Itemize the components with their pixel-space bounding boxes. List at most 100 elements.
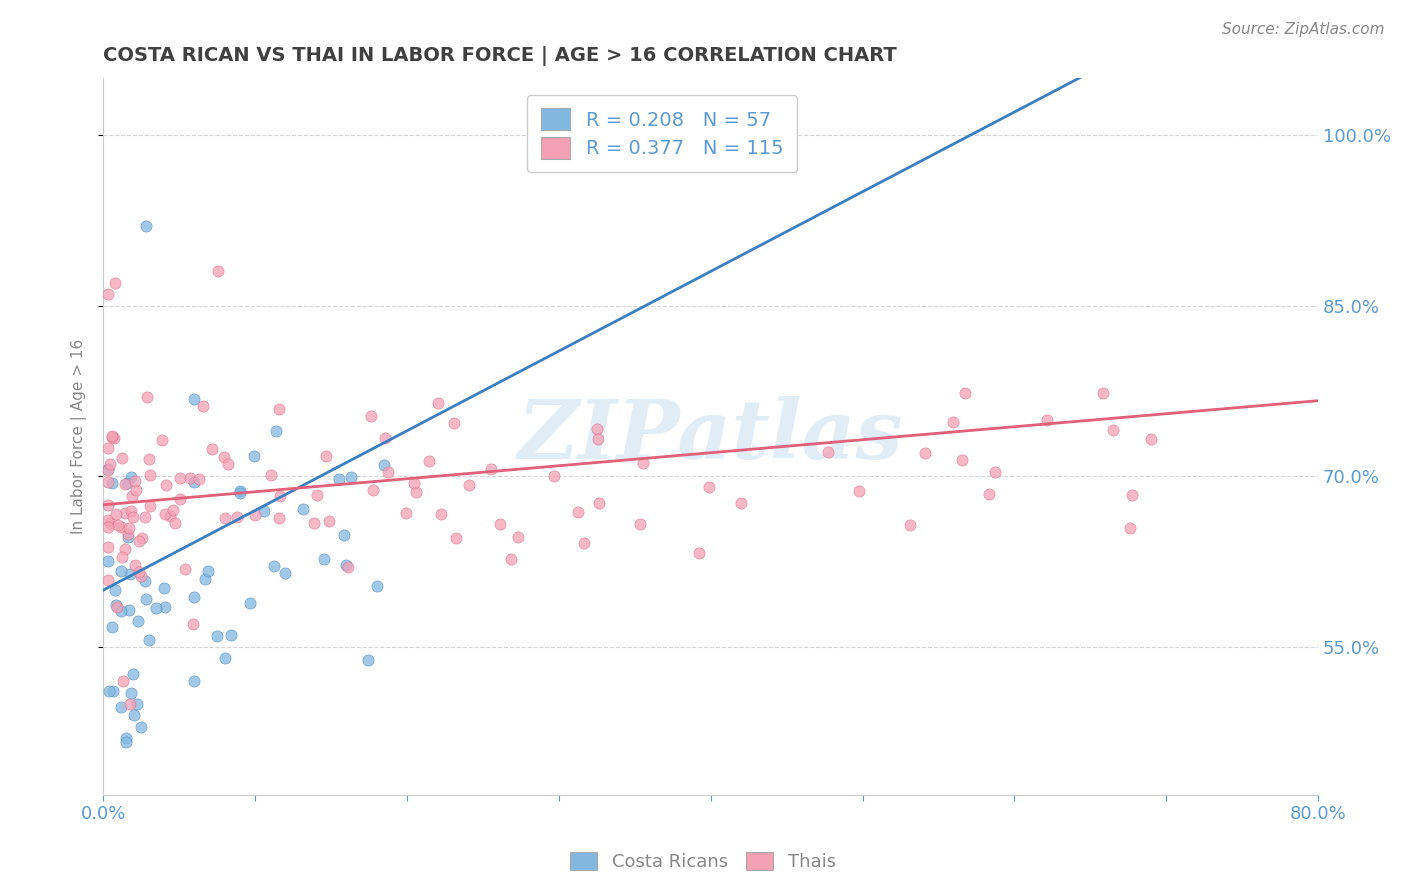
Point	[366, 580, 388, 594]
Point	[139, 467, 162, 482]
Point	[101, 620, 124, 634]
Point	[153, 507, 176, 521]
Point	[239, 596, 262, 610]
Point	[145, 600, 167, 615]
Point	[105, 598, 128, 612]
Point	[335, 558, 357, 573]
Point	[243, 508, 266, 522]
Point	[193, 399, 215, 413]
Point	[120, 503, 142, 517]
Point	[101, 684, 124, 698]
Point	[104, 583, 127, 598]
Point	[567, 505, 589, 519]
Point	[194, 572, 217, 586]
Point	[128, 533, 150, 548]
Point	[307, 488, 329, 502]
Point	[120, 685, 142, 699]
Point	[124, 474, 146, 488]
Point	[97, 684, 120, 698]
Point	[97, 287, 120, 301]
Point	[697, 480, 720, 494]
Point	[356, 653, 378, 667]
Point	[444, 531, 467, 545]
Point	[269, 511, 291, 525]
Point	[631, 457, 654, 471]
Point	[243, 449, 266, 463]
Point	[117, 530, 139, 544]
Point	[97, 554, 120, 568]
Point	[183, 392, 205, 407]
Point	[187, 473, 209, 487]
Point	[153, 599, 176, 614]
Point	[302, 516, 325, 530]
Point	[135, 591, 157, 606]
Point	[253, 504, 276, 518]
Point	[914, 446, 936, 460]
Y-axis label: In Labor Force | Age > 16: In Labor Force | Age > 16	[72, 339, 87, 534]
Point	[443, 416, 465, 430]
Point	[183, 475, 205, 489]
Point	[114, 507, 136, 521]
Point	[115, 476, 138, 491]
Point	[543, 469, 565, 483]
Point	[135, 390, 157, 404]
Point	[97, 513, 120, 527]
Point	[264, 425, 287, 439]
Point	[229, 484, 252, 499]
Point	[205, 629, 228, 643]
Point	[111, 451, 134, 466]
Point	[219, 628, 242, 642]
Point	[730, 496, 752, 510]
Point	[361, 483, 384, 497]
Point	[122, 708, 145, 723]
Point	[138, 452, 160, 467]
Point	[128, 565, 150, 579]
Point	[260, 467, 283, 482]
Point	[125, 697, 148, 711]
Point	[107, 518, 129, 533]
Point	[499, 552, 522, 566]
Point	[125, 483, 148, 497]
Point	[226, 509, 249, 524]
Point	[103, 431, 125, 445]
Point	[183, 674, 205, 689]
Legend: R = 0.208   N = 57, R = 0.377   N = 115: R = 0.208 N = 57, R = 0.377 N = 115	[527, 95, 797, 172]
Point	[315, 450, 337, 464]
Point	[229, 486, 252, 500]
Point	[588, 496, 610, 510]
Point	[572, 535, 595, 549]
Point	[104, 276, 127, 290]
Text: COSTA RICAN VS THAI IN LABOR FORCE | AGE > 16 CORRELATION CHART: COSTA RICAN VS THAI IN LABOR FORCE | AGE…	[103, 46, 897, 66]
Point	[395, 506, 418, 520]
Point	[165, 516, 187, 530]
Point	[169, 491, 191, 506]
Point	[110, 700, 132, 714]
Point	[977, 487, 1000, 501]
Point	[984, 465, 1007, 479]
Point	[139, 500, 162, 514]
Point	[1121, 488, 1143, 502]
Point	[131, 531, 153, 545]
Point	[339, 469, 361, 483]
Point	[169, 471, 191, 485]
Point	[155, 478, 177, 492]
Point	[138, 633, 160, 648]
Point	[118, 521, 141, 535]
Point	[207, 264, 229, 278]
Point	[100, 516, 122, 530]
Point	[183, 591, 205, 605]
Point	[506, 530, 529, 544]
Point	[898, 518, 921, 533]
Point	[942, 416, 965, 430]
Point	[458, 478, 481, 492]
Point	[97, 475, 120, 489]
Point	[97, 461, 120, 475]
Point	[122, 666, 145, 681]
Point	[404, 476, 426, 491]
Point	[98, 457, 121, 471]
Point	[97, 520, 120, 534]
Point	[586, 422, 609, 436]
Point	[117, 526, 139, 541]
Point	[127, 614, 149, 628]
Point	[429, 507, 451, 521]
